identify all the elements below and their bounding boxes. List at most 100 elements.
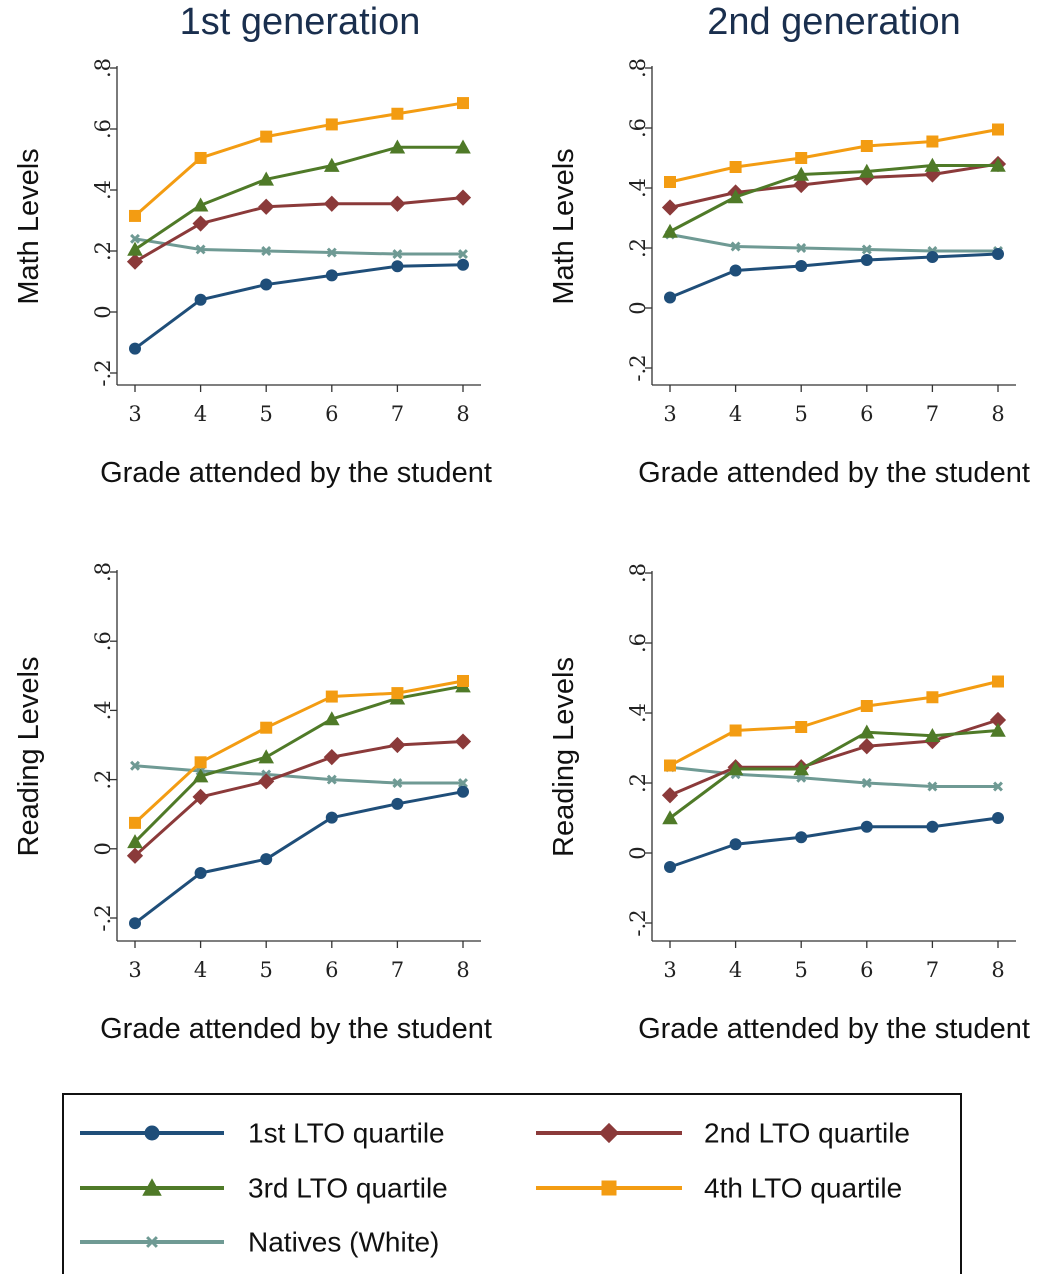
point-q1 bbox=[664, 861, 676, 873]
point-natives bbox=[392, 249, 403, 260]
point-q3 bbox=[859, 163, 875, 178]
x-tick-label: 8 bbox=[456, 402, 469, 426]
y-tick-label: .8 bbox=[91, 58, 115, 78]
panel-math-2nd: -.2 0 .2 .4 .6 .8 3 4 5 6 7 8 Grade attended by the … bbox=[548, 58, 1030, 489]
point-q2 bbox=[454, 189, 472, 206]
series-line-natives bbox=[669, 233, 998, 253]
series-q1 bbox=[129, 785, 469, 930]
point-natives bbox=[458, 778, 468, 789]
x-tick-label: 6 bbox=[325, 958, 338, 982]
x-tick-label: 3 bbox=[128, 402, 141, 426]
point-natives bbox=[130, 760, 140, 771]
point-q3 bbox=[389, 139, 406, 154]
series-line-q1 bbox=[134, 263, 464, 350]
point-q2 bbox=[389, 195, 406, 212]
point-q4 bbox=[729, 724, 742, 737]
series-natives bbox=[665, 229, 1003, 256]
point-q2 bbox=[126, 847, 144, 864]
legend-item-natives: Natives (White) bbox=[80, 1227, 439, 1258]
series-q4 bbox=[129, 97, 469, 222]
x-tick-label: 5 bbox=[260, 958, 273, 982]
point-q2 bbox=[858, 738, 875, 755]
series-line-q3 bbox=[133, 684, 464, 843]
point-q2 bbox=[661, 199, 679, 216]
x-tick-label: 4 bbox=[194, 958, 207, 982]
point-q1 bbox=[325, 811, 338, 824]
series-line-q2 bbox=[134, 196, 464, 263]
series-line-q2 bbox=[669, 718, 999, 797]
point-natives bbox=[730, 241, 741, 252]
point-q1 bbox=[129, 342, 141, 355]
point-q4 bbox=[194, 756, 207, 769]
x-tick-label: 3 bbox=[663, 402, 676, 426]
point-q4 bbox=[795, 721, 808, 733]
point-q3 bbox=[990, 722, 1006, 737]
x-axis-title: Grade attended by the student bbox=[638, 457, 1030, 489]
x-tick-label: 3 bbox=[128, 958, 141, 982]
y-tick-label: 0 bbox=[91, 305, 115, 318]
series-q4 bbox=[129, 674, 469, 829]
series-line-q3 bbox=[669, 729, 999, 820]
point-q2 bbox=[793, 176, 810, 194]
point-natives bbox=[796, 243, 807, 253]
point-natives bbox=[195, 244, 206, 255]
point-q1 bbox=[391, 797, 404, 810]
legend-label: 3rd LTO quartile bbox=[248, 1173, 448, 1204]
point-q1 bbox=[325, 269, 338, 282]
x-tick-label: 4 bbox=[729, 402, 742, 426]
point-q2 bbox=[389, 736, 406, 754]
series-line-q4 bbox=[669, 128, 999, 184]
legend-label: 4th LTO quartile bbox=[704, 1173, 902, 1204]
y-tick-label: .2 bbox=[626, 238, 650, 258]
y-tick-label: .8 bbox=[626, 58, 650, 78]
point-q4 bbox=[795, 152, 808, 164]
point-q2 bbox=[258, 198, 275, 215]
legend-marker-natives bbox=[146, 1236, 158, 1248]
series-q3 bbox=[127, 678, 471, 849]
y-tick-label: .4 bbox=[91, 180, 115, 200]
y-tick-label: .4 bbox=[91, 700, 115, 720]
point-q3 bbox=[662, 810, 678, 825]
series-q3 bbox=[662, 157, 1006, 238]
panels: -.2 0 .2 .4 .6 .8 3 4 5 6 7 8 Grade attended by the … bbox=[13, 58, 1030, 1045]
legend-item-q4: 4th LTO quartile bbox=[536, 1173, 902, 1204]
point-q1 bbox=[926, 251, 939, 263]
legend-item-q1: 1st LTO quartile bbox=[80, 1118, 445, 1149]
x-tick-label: 8 bbox=[456, 958, 469, 982]
series-q2 bbox=[126, 189, 472, 270]
point-q4 bbox=[664, 759, 676, 772]
point-q2 bbox=[192, 788, 209, 805]
legend-label: Natives (White) bbox=[248, 1227, 439, 1258]
series-natives bbox=[130, 760, 468, 789]
series-line-q4 bbox=[133, 679, 464, 824]
point-q3 bbox=[662, 223, 678, 238]
point-q1 bbox=[926, 820, 939, 833]
point-q3 bbox=[192, 768, 209, 783]
point-q3 bbox=[258, 171, 274, 186]
y-axis-title: Math Levels bbox=[548, 148, 580, 304]
point-q4 bbox=[457, 674, 469, 687]
point-q3 bbox=[924, 727, 941, 742]
point-q4 bbox=[260, 130, 273, 143]
column-title-2nd-generation: 2nd generation bbox=[707, 1, 961, 43]
point-q4 bbox=[325, 690, 338, 703]
series-q1 bbox=[664, 812, 1004, 873]
point-q3 bbox=[727, 761, 744, 776]
point-q4 bbox=[129, 209, 141, 222]
legend-marker-q2 bbox=[598, 1122, 620, 1144]
point-q4 bbox=[194, 151, 207, 164]
point-natives bbox=[130, 233, 140, 244]
point-q4 bbox=[729, 161, 742, 173]
point-q2 bbox=[126, 253, 144, 270]
series-line-q2 bbox=[669, 162, 999, 209]
y-tick-label: .4 bbox=[626, 178, 650, 198]
point-natives bbox=[392, 778, 403, 789]
point-q3 bbox=[990, 157, 1006, 172]
y-tick-label: -.2 bbox=[91, 904, 115, 931]
series-line-q3 bbox=[669, 164, 998, 233]
point-q3 bbox=[793, 166, 809, 181]
point-q4 bbox=[926, 135, 939, 148]
point-q4 bbox=[391, 687, 404, 700]
y-tick-label: .2 bbox=[626, 773, 650, 793]
y-tick-label: 0 bbox=[626, 301, 650, 314]
